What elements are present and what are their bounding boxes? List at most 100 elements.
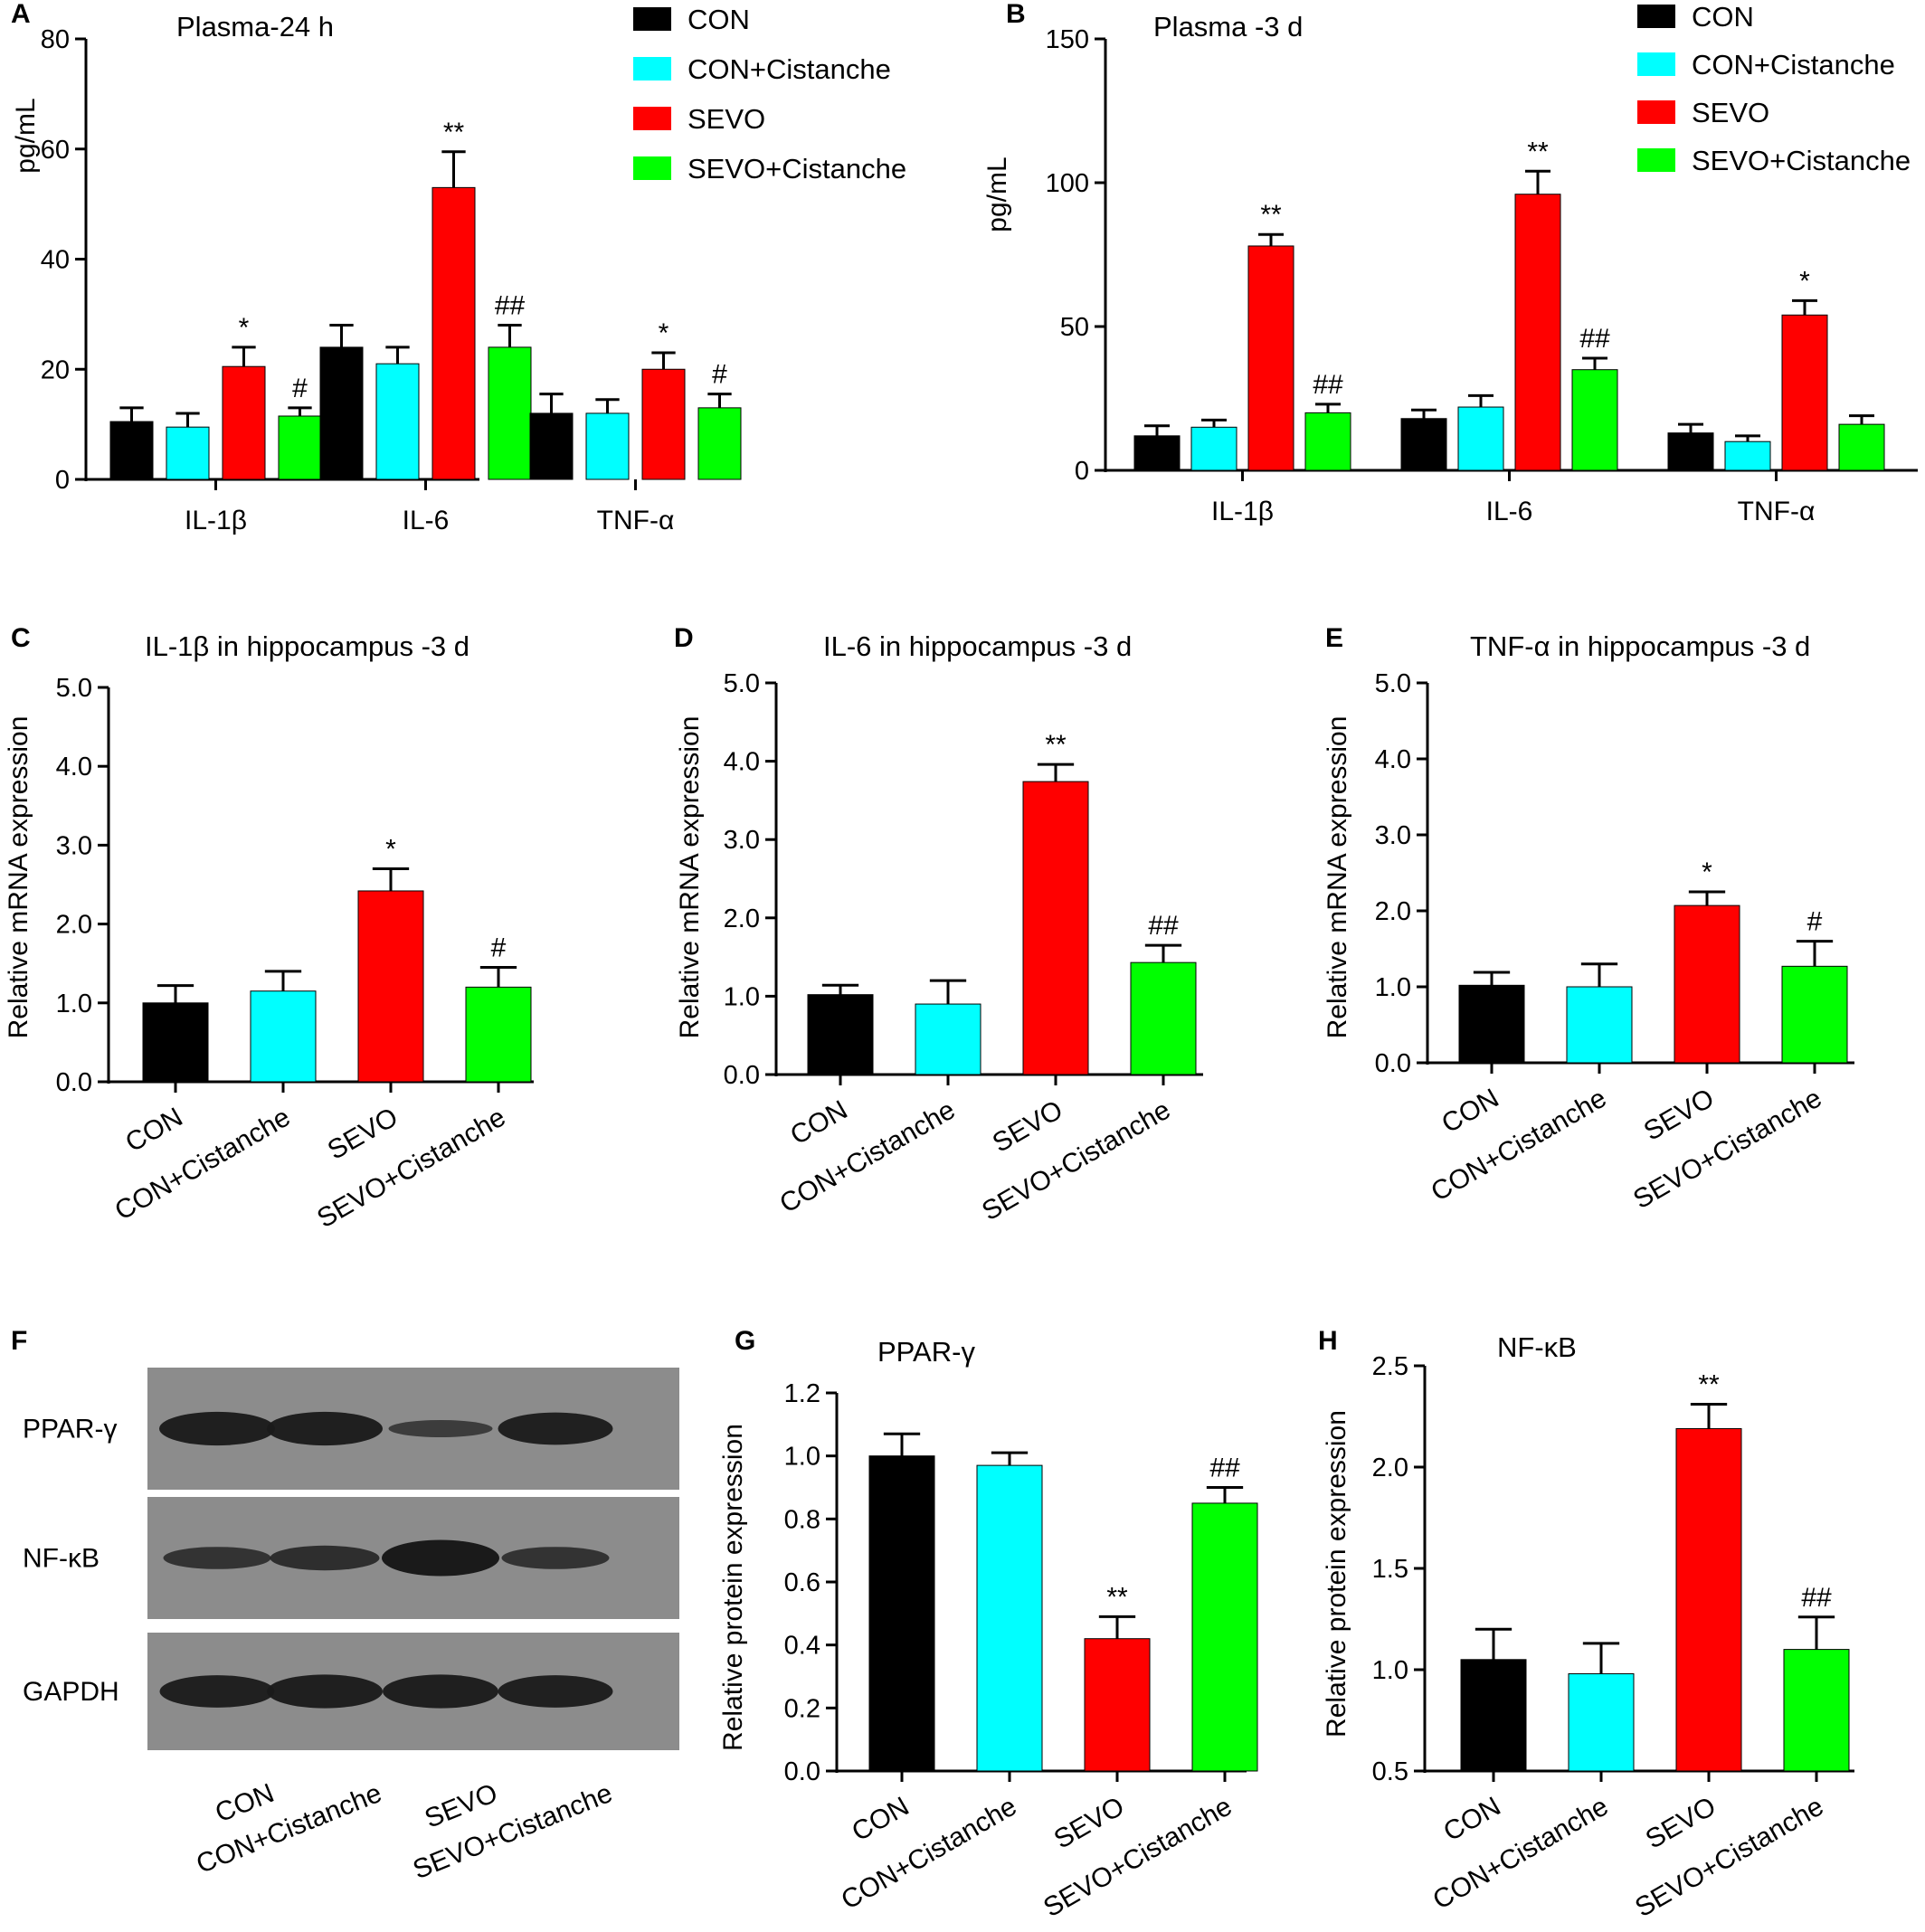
chart-d-ytick-label: 2.0 xyxy=(724,904,760,933)
chart-e-title: TNF-α in hippocampus -3 d xyxy=(1470,630,1810,662)
chart-a-legend-swatch xyxy=(633,107,671,130)
chart-a-significance: # xyxy=(292,374,308,403)
chart-b-bar xyxy=(1724,440,1771,471)
chart-g-bar xyxy=(976,1464,1043,1772)
chart-h-bar xyxy=(1783,1649,1850,1772)
chart-b-significance: * xyxy=(1799,266,1810,296)
chart-g-ytick-label: 0.4 xyxy=(784,1632,820,1661)
chart-a-legend-swatch xyxy=(633,156,671,180)
chart-e-category-label: SEVO+Cistanche xyxy=(1628,1083,1826,1215)
chart-b-category-label: IL-6 xyxy=(1486,497,1533,526)
chart-h-title: NF-κB xyxy=(1497,1331,1577,1363)
chart-e-ytick-label: 5.0 xyxy=(1375,669,1411,698)
chart-h-category-label: SEVO xyxy=(1641,1791,1721,1854)
chart-c-ytick-label: 1.0 xyxy=(56,990,92,1018)
chart-a-significance: * xyxy=(239,313,250,343)
blot-strip-PPAR-γ xyxy=(147,1368,679,1490)
chart-c-significance: # xyxy=(491,933,507,963)
chart-d-bar xyxy=(1022,781,1089,1075)
chart-g-bar xyxy=(1084,1638,1151,1772)
chart-a-ylabel: pg/mL xyxy=(11,98,41,173)
chart-g-ytick-label: 0.2 xyxy=(784,1694,820,1723)
blot-row-label: GAPDH xyxy=(23,1677,119,1707)
chart-a-bar xyxy=(488,346,532,480)
blot-band xyxy=(498,1412,613,1445)
chart-a-bar xyxy=(431,186,476,480)
chart-d-category-label: CON xyxy=(785,1094,852,1151)
chart-b-significance: ## xyxy=(1579,324,1610,354)
chart-e-category-label: CON xyxy=(1437,1083,1503,1139)
chart-e-bar xyxy=(1566,986,1633,1064)
chart-b-bar xyxy=(1247,245,1294,471)
blot-band xyxy=(267,1411,383,1446)
chart-d-significance: ## xyxy=(1148,911,1179,941)
chart-c-category-label: SEVO xyxy=(323,1102,403,1165)
chart-g-category-label: CON xyxy=(847,1791,914,1847)
chart-g-title: PPAR-γ xyxy=(877,1336,975,1368)
chart-a-bar xyxy=(529,412,574,480)
chart-h-ylabel: Relative protein expression xyxy=(1322,1410,1351,1738)
chart-a-bar xyxy=(585,412,630,480)
chart-c-ytick-label: 5.0 xyxy=(56,674,92,703)
chart-a-bar xyxy=(278,415,322,480)
blot-panel-label: F xyxy=(11,1326,27,1356)
chart-a-category-label: IL-1β xyxy=(185,506,247,535)
chart-h-category-label: CON+Cistanche xyxy=(1428,1791,1614,1915)
chart-c-bar xyxy=(142,1002,209,1083)
chart-a-ytick-label: 20 xyxy=(41,355,70,384)
chart-b-legend-label: CON+Cistanche xyxy=(1692,49,1895,80)
chart-g-ytick-label: 0.6 xyxy=(784,1568,820,1597)
chart-b-bar xyxy=(1571,369,1618,471)
blot-band xyxy=(267,1674,383,1709)
chart-a-bar xyxy=(697,407,742,480)
chart-e-bar xyxy=(1674,904,1740,1064)
chart-a-bar xyxy=(222,365,266,480)
chart-g-panel-label: G xyxy=(735,1326,755,1356)
chart-h-bar xyxy=(1460,1659,1527,1772)
chart-b-ytick-label: 100 xyxy=(1046,169,1089,198)
chart-b-legend-swatch xyxy=(1637,5,1675,28)
chart-d-ytick-label: 1.0 xyxy=(724,982,760,1011)
chart-b-bar xyxy=(1838,423,1885,471)
chart-a-significance: * xyxy=(659,318,669,348)
chart-a-significance: # xyxy=(712,360,727,390)
chart-d-bar xyxy=(807,994,874,1075)
chart-g-category-label: SEVO xyxy=(1049,1791,1130,1854)
chart-h-ytick-label: 1.5 xyxy=(1372,1555,1408,1584)
chart-a-significance: ## xyxy=(495,291,526,321)
chart-b-bar xyxy=(1781,314,1828,471)
chart-a-legend-label: CON+Cistanche xyxy=(688,53,891,85)
blot-band xyxy=(159,1411,275,1446)
chart-a-bar xyxy=(319,346,364,480)
chart-g-significance: ** xyxy=(1106,1582,1128,1612)
chart-b-legend-label: SEVO xyxy=(1692,97,1769,128)
blot-band xyxy=(382,1539,499,1577)
blot-strip-NF-κB xyxy=(147,1497,679,1619)
chart-b-ylabel: pg/mL xyxy=(982,156,1012,232)
chart-d-panel-label: D xyxy=(674,623,694,653)
blot-band xyxy=(388,1420,493,1437)
chart-g-category-label: SEVO+Cistanche xyxy=(1038,1791,1237,1923)
chart-a-bar xyxy=(166,426,210,480)
blot-band xyxy=(501,1547,610,1569)
chart-a-legend-swatch xyxy=(633,7,671,31)
chart-a-category-label: IL-6 xyxy=(403,506,450,535)
blot-band xyxy=(163,1547,271,1569)
chart-d-ytick-label: 5.0 xyxy=(724,669,760,698)
chart-e-significance: * xyxy=(1702,857,1712,887)
chart-h-ytick-label: 0.5 xyxy=(1372,1757,1408,1786)
chart-b-legend-swatch xyxy=(1637,52,1675,76)
chart-h-significance: ## xyxy=(1801,1583,1832,1613)
chart-g-ytick-label: 1.0 xyxy=(784,1443,820,1472)
chart-c-category-label: CON+Cistanche xyxy=(110,1102,296,1226)
chart-g-bar xyxy=(868,1455,935,1772)
chart-b-title: Plasma -3 d xyxy=(1153,11,1303,43)
chart-a-ytick-label: 60 xyxy=(41,136,70,165)
chart-c-panel-label: C xyxy=(11,623,31,653)
chart-e-ytick-label: 2.0 xyxy=(1375,897,1411,926)
chart-d-category-label: SEVO xyxy=(988,1094,1068,1158)
chart-h-panel-label: H xyxy=(1318,1326,1338,1356)
chart-c-category-label: SEVO+Cistanche xyxy=(312,1102,510,1234)
chart-c-bar xyxy=(465,986,532,1083)
chart-b-ytick-label: 50 xyxy=(1060,313,1089,342)
